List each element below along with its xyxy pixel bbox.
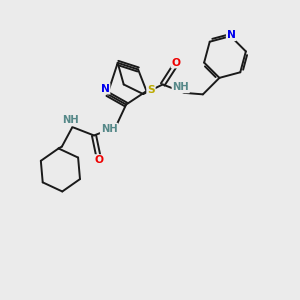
Text: N: N: [101, 84, 110, 94]
Text: S: S: [147, 85, 155, 94]
Text: NH: NH: [63, 116, 79, 125]
Text: O: O: [171, 58, 180, 68]
Text: N: N: [227, 30, 236, 40]
Text: NH: NH: [101, 124, 117, 134]
Text: O: O: [94, 155, 103, 165]
Text: NH: NH: [172, 82, 189, 92]
